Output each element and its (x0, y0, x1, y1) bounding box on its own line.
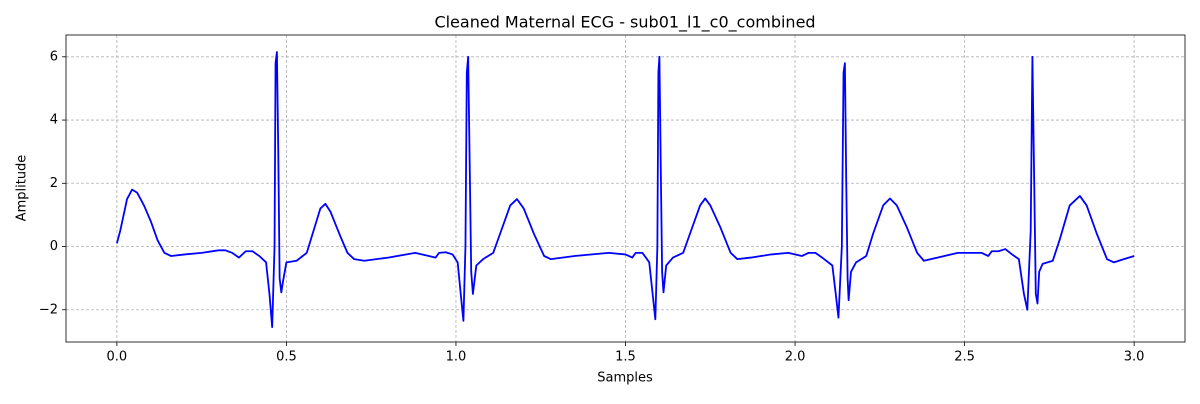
y-tick-label: 2 (50, 176, 58, 191)
x-tick-label: 3.0 (1124, 350, 1145, 365)
y-tick-label: 4 (50, 113, 58, 128)
x-tick-label: 2.5 (954, 350, 975, 365)
x-tick-label: 0.0 (107, 350, 128, 365)
plot-frame (65, 34, 1186, 343)
y-tick-label: 6 (50, 49, 58, 64)
x-axis-label: Samples (597, 371, 653, 386)
y-axis-label: Amplitude (15, 155, 30, 222)
x-tick-label: 1.0 (446, 350, 467, 365)
x-tick-label: 0.5 (276, 350, 297, 365)
y-tick-label: −2 (39, 302, 58, 317)
x-tick-label: 1.5 (615, 350, 636, 365)
x-tick-label: 2.0 (785, 350, 806, 365)
chart-title: Cleaned Maternal ECG - sub01_l1_c0_combi… (434, 13, 815, 33)
ecg-line (115, 51, 1135, 329)
y-tick-label: 0 (50, 239, 58, 254)
